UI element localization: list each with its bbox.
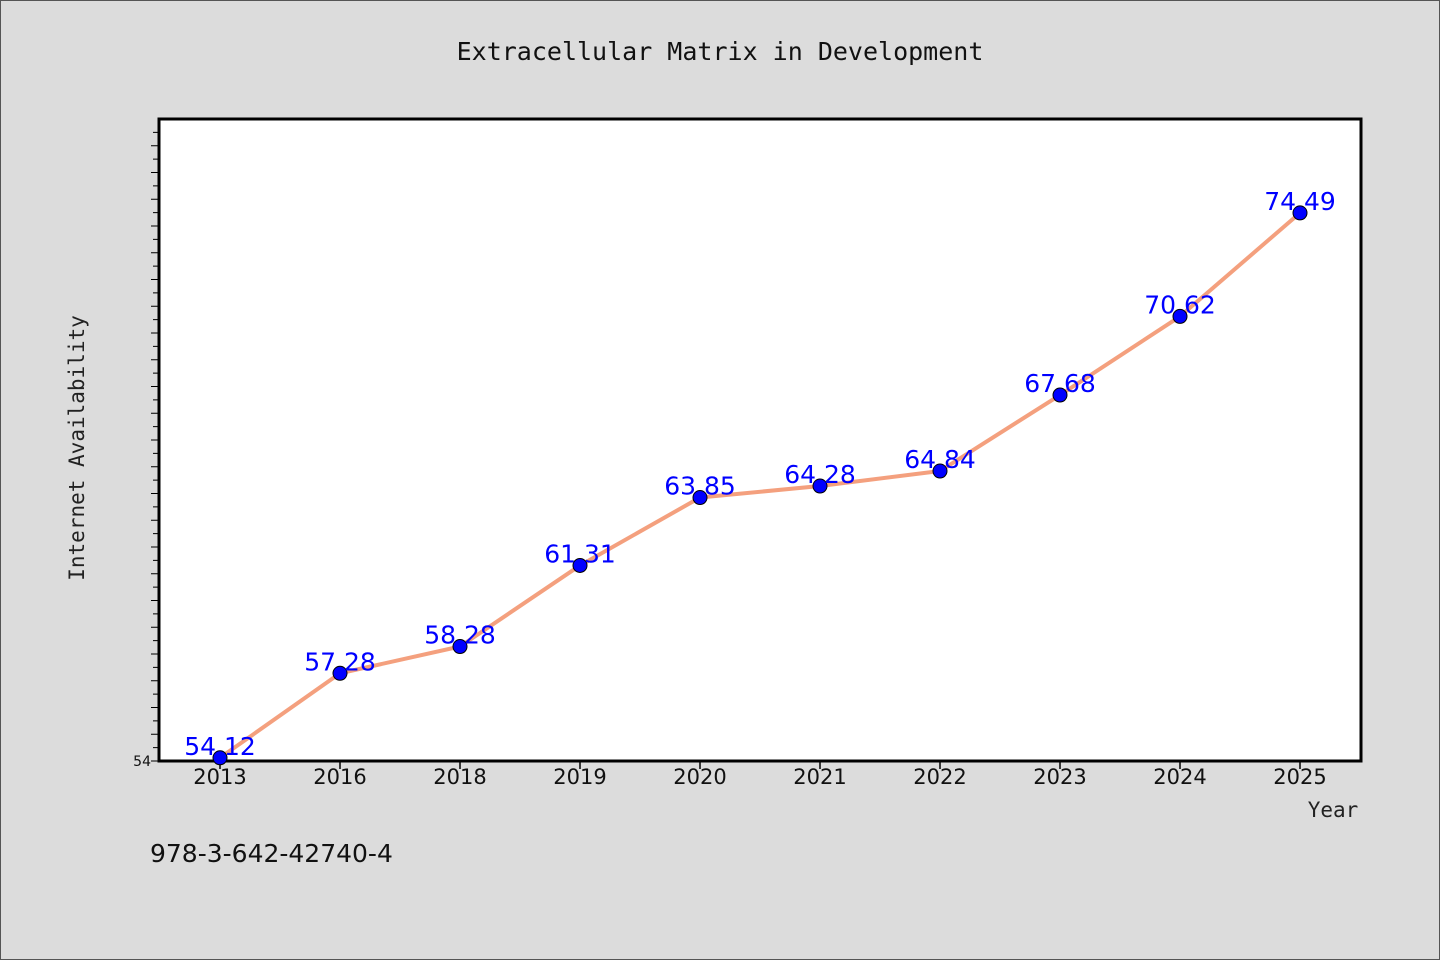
x-tick-label: 2021 xyxy=(793,765,846,789)
data-label: 58.28 xyxy=(424,621,496,650)
x-tick-label: 2018 xyxy=(433,765,486,789)
x-tick-label: 2024 xyxy=(1153,765,1206,789)
x-axis-ticks xyxy=(219,761,1301,769)
chart-title: Extracellular Matrix in Development xyxy=(457,37,984,66)
x-tick-label: 2025 xyxy=(1273,765,1326,789)
y-axis-label: Internet Availability xyxy=(65,315,89,581)
data-point xyxy=(572,557,588,573)
footer-isbn: 978-3-642-42740-4 xyxy=(150,839,393,868)
data-label: 70.62 xyxy=(1144,290,1216,319)
series-markers xyxy=(212,205,1308,766)
x-tick-labels: 2013 2016 2018 2019 2020 2021 2022 2023 2024 2025 xyxy=(193,765,1326,789)
data-point xyxy=(812,478,828,494)
data-label: 64.84 xyxy=(904,445,976,474)
y-axis-ticks xyxy=(151,131,159,762)
y-tick-label: 54 xyxy=(133,754,151,770)
data-label: 54.12 xyxy=(184,732,256,761)
data-label: 61.31 xyxy=(544,539,616,568)
data-point xyxy=(932,463,948,479)
plot-area xyxy=(157,117,1363,763)
x-axis-label: Year xyxy=(1308,798,1359,822)
x-tick-label: 2023 xyxy=(1033,765,1086,789)
x-tick-label: 2016 xyxy=(313,765,366,789)
data-point xyxy=(692,490,708,506)
x-tick-label: 2019 xyxy=(553,765,606,789)
x-tick-label: 2020 xyxy=(673,765,726,789)
data-point xyxy=(452,639,468,655)
data-label: 57.28 xyxy=(304,647,376,676)
data-point xyxy=(212,750,228,766)
x-tick-label: 2022 xyxy=(913,765,966,789)
data-label: 67.68 xyxy=(1024,369,1096,398)
data-label: 74.49 xyxy=(1264,187,1336,216)
data-point xyxy=(1172,308,1188,324)
data-labels: 54.12 57.28 58.28 61.31 63.85 64.28 64.84 67.68… xyxy=(184,187,1336,761)
data-point xyxy=(1292,205,1308,221)
data-point xyxy=(332,665,348,681)
series-line xyxy=(218,210,1302,760)
data-label: 63.85 xyxy=(664,472,736,501)
y-tick-labels: 54 xyxy=(133,754,151,770)
data-label: 64.28 xyxy=(784,460,856,489)
data-point xyxy=(1052,387,1068,403)
x-tick-label: 2013 xyxy=(193,765,246,789)
